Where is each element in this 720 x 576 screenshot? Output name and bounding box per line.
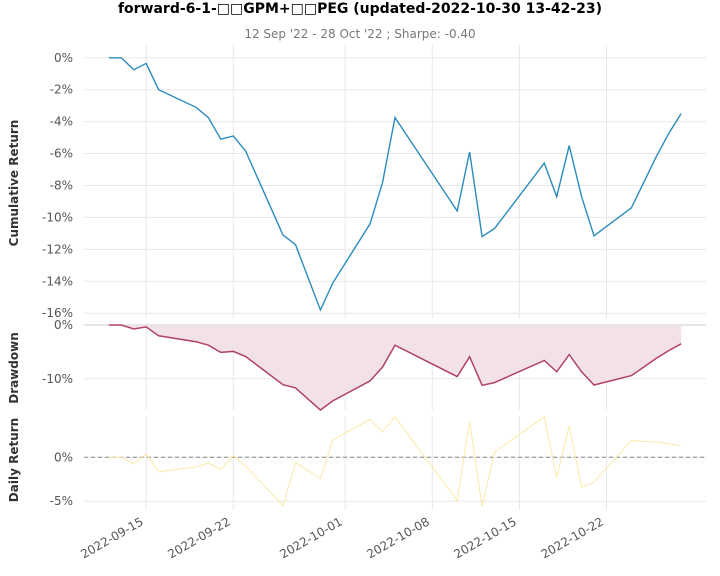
daily-return-line	[108, 416, 682, 507]
x-tick-label: 2022-10-01	[277, 514, 344, 561]
drawdown-y-tick-label: 0%	[54, 318, 73, 332]
x-tick-label: 2022-09-15	[78, 514, 145, 561]
daily-return-axis-label: Daily Return	[7, 418, 21, 502]
drawdown-axis-label: Drawdown	[7, 332, 21, 404]
daily-return-y-tick-label: 0%	[54, 450, 73, 464]
x-tick-label: 2022-09-22	[165, 514, 232, 561]
cumulative-return-y-tick-label: -14%	[42, 274, 73, 288]
drawdown-line	[108, 324, 682, 411]
cumulative-return-line	[108, 57, 682, 312]
chart-title: forward-6-1-□□GPM+□□PEG (updated-2022-10…	[117, 1, 603, 17]
cumulative-return-y-tick-label: 0%	[54, 51, 73, 65]
cumulative-return-axis-label: Cumulative Return	[7, 120, 21, 247]
cumulative-return-y-tick-label: -16%	[42, 306, 73, 320]
drawdown-y-tick-label: -10%	[42, 372, 73, 386]
cumulative-return-y-tick-label: -8%	[50, 178, 73, 192]
cumulative-return-y-tick-label: -2%	[50, 83, 73, 97]
x-tick-label: 2022-10-15	[451, 514, 518, 561]
x-tick-label: 2022-10-08	[364, 514, 431, 561]
cumulative-return-y-tick-label: -4%	[50, 115, 73, 129]
cumulative-return-y-tick-label: -10%	[42, 210, 73, 224]
daily-return-y-tick-label: -5%	[50, 494, 73, 508]
cumulative-return-y-tick-label: -6%	[50, 147, 73, 161]
chart-subtitle: 12 Sep '22 - 28 Oct '22 ; Sharpe: -0.40	[244, 27, 476, 41]
x-tick-label: 2022-10-22	[539, 514, 606, 561]
cumulative-return-y-tick-label: -12%	[42, 242, 73, 256]
drawdown-fill	[108, 325, 682, 410]
